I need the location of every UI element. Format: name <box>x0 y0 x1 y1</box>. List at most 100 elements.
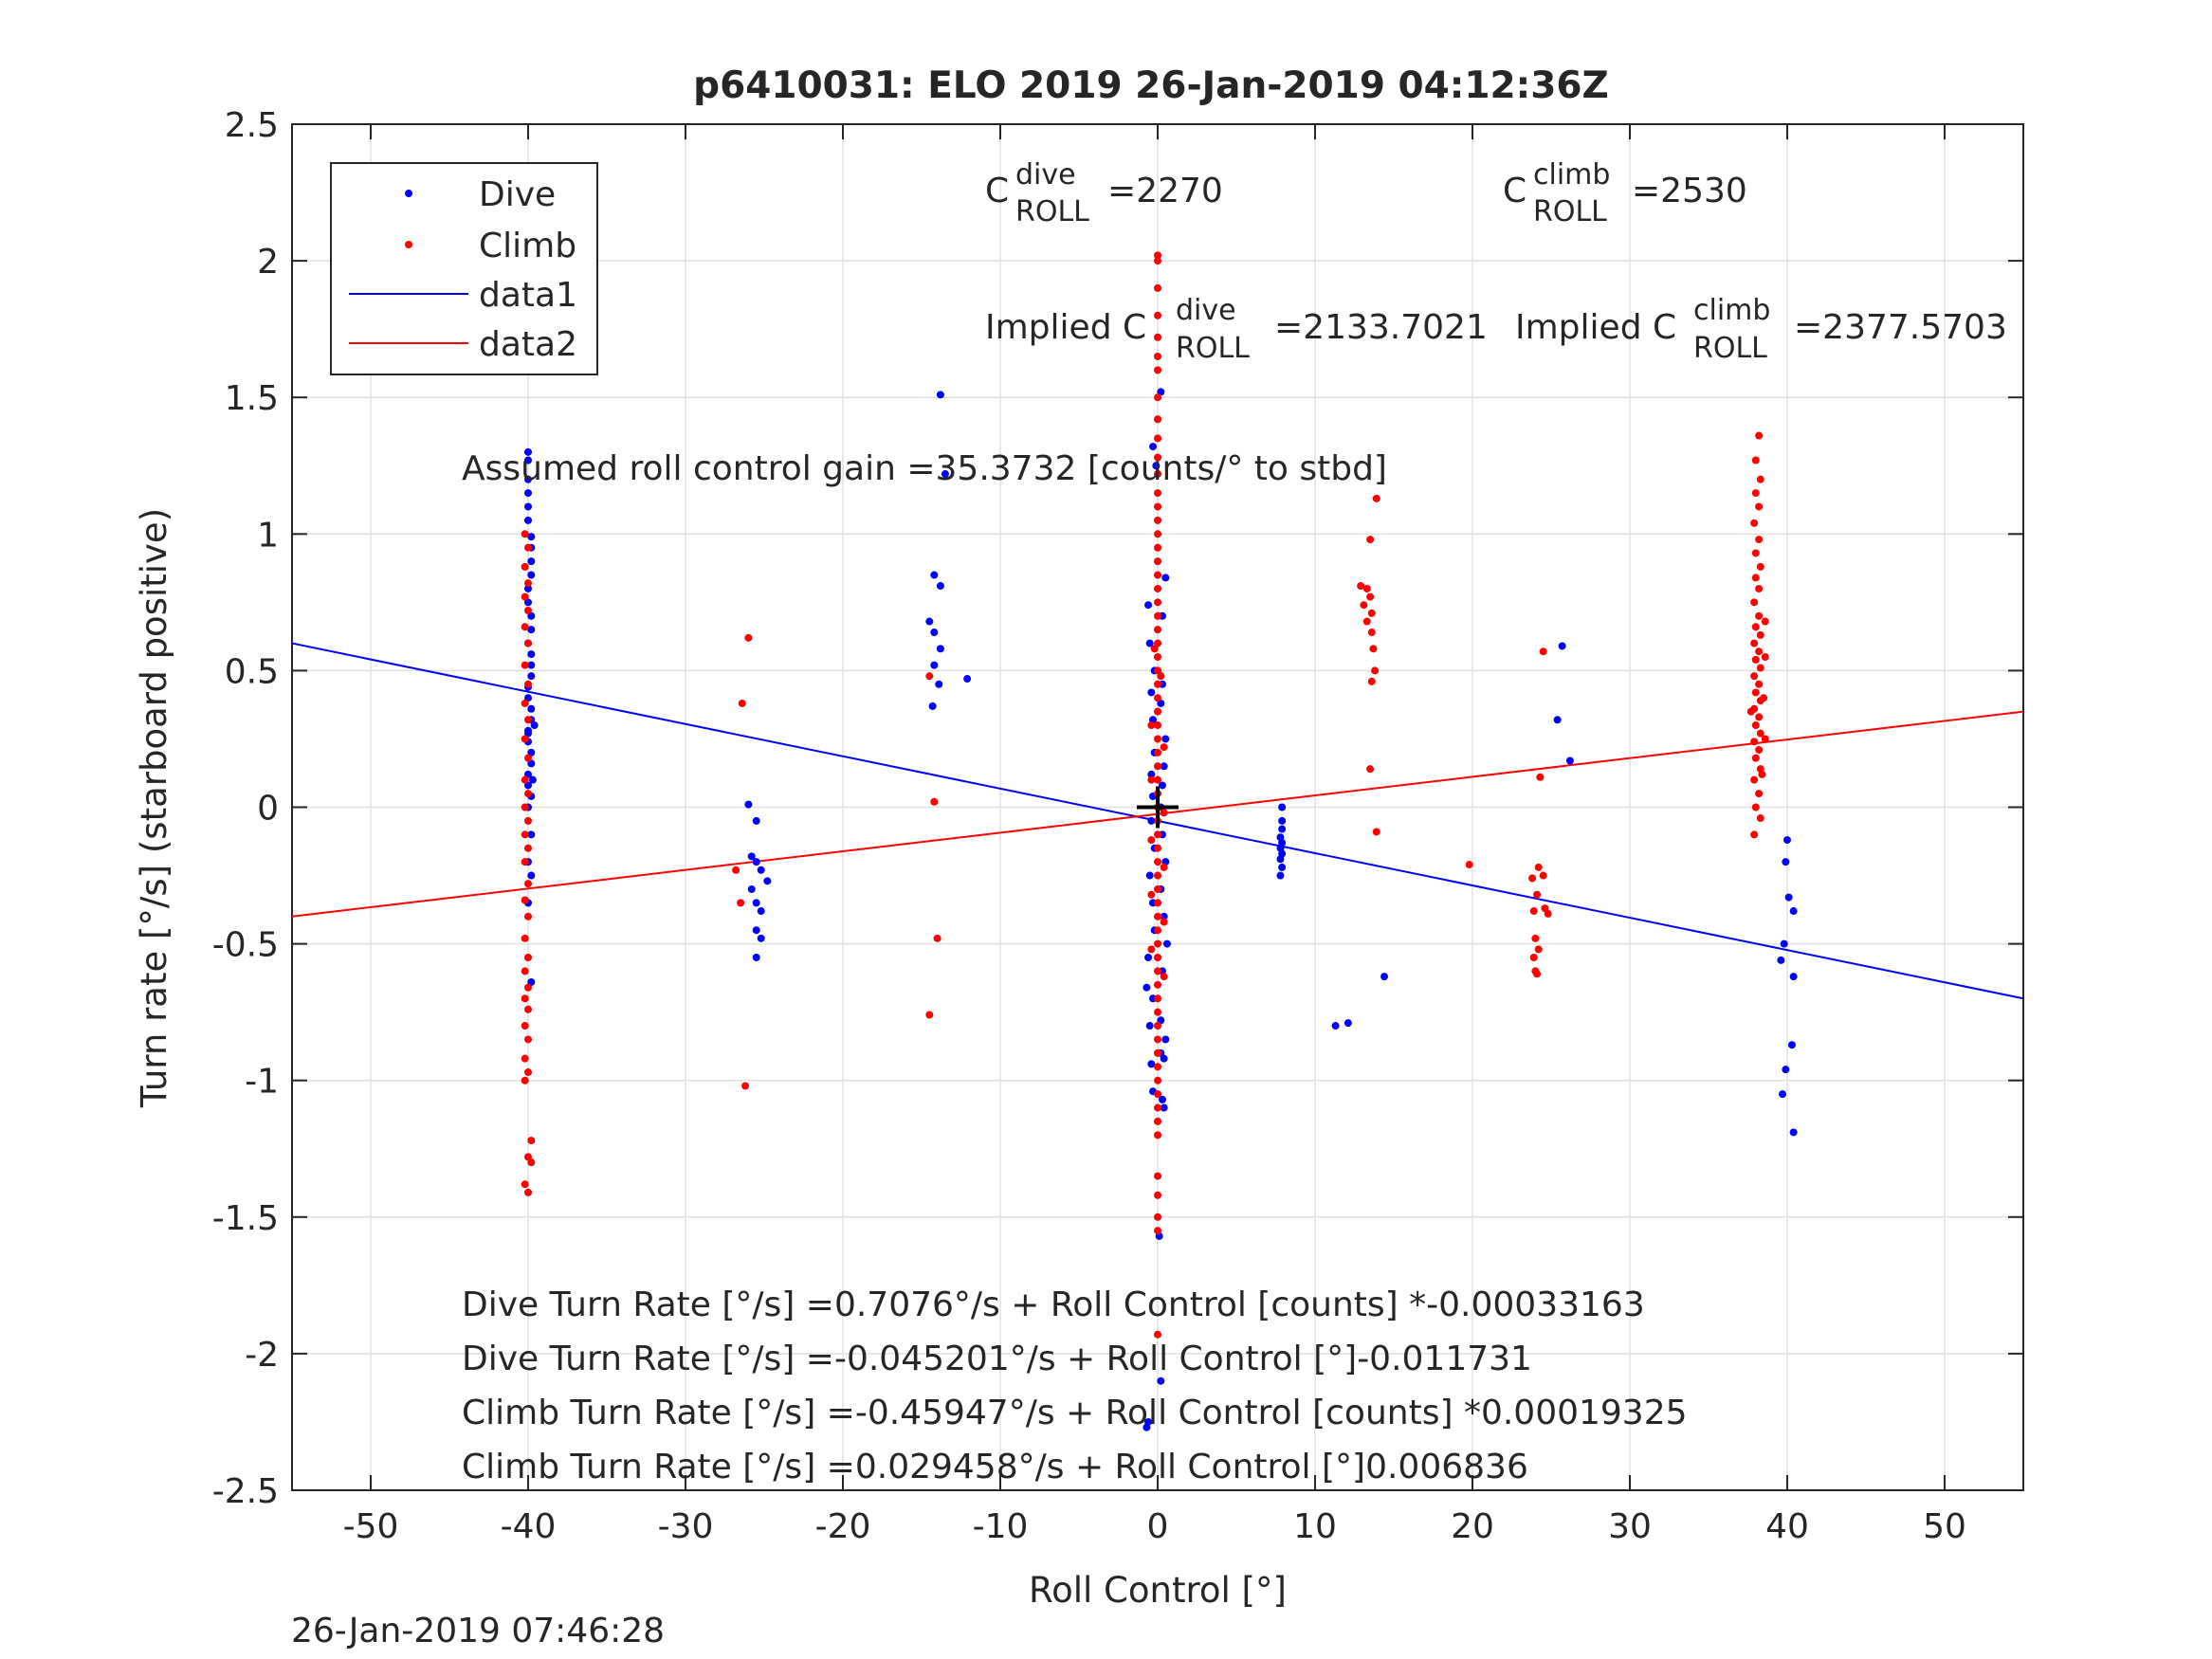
climb-point <box>1756 562 1764 571</box>
x-tick-label: 30 <box>1608 1507 1652 1546</box>
climb-point <box>1160 863 1168 871</box>
dive-point <box>1143 1423 1151 1431</box>
climb-point <box>1154 735 1161 743</box>
dive-point <box>1789 973 1798 981</box>
dive-point <box>1147 816 1156 825</box>
dive-point <box>524 456 532 465</box>
climb-point <box>1536 773 1545 781</box>
dive-point <box>527 871 536 880</box>
dive-point <box>757 866 765 874</box>
dive-point <box>524 584 532 592</box>
climb-point <box>1154 333 1161 341</box>
climb-point <box>1360 601 1368 610</box>
dive-point <box>1777 956 1785 964</box>
dive-point <box>1380 973 1389 981</box>
climb-point <box>1756 729 1764 738</box>
dive-point <box>747 884 756 893</box>
climb-point <box>1755 536 1764 544</box>
climb-point <box>1147 836 1156 845</box>
climb-point <box>1750 775 1759 784</box>
mean-cross-marker <box>1137 786 1179 829</box>
dive-point <box>1147 770 1156 778</box>
x-tick-label: -20 <box>815 1507 871 1546</box>
climb-point <box>1366 536 1375 544</box>
climb-point <box>1147 945 1156 954</box>
svg-text:dive: dive <box>1176 294 1236 327</box>
climb-point <box>1751 688 1760 697</box>
climb-point <box>1154 611 1161 620</box>
svg-text:Implied C: Implied C <box>985 308 1146 347</box>
climb-point <box>741 1082 750 1090</box>
climb-point <box>1529 954 1538 962</box>
x-tick-label: -30 <box>658 1507 714 1546</box>
dive-point <box>757 907 765 916</box>
climb-point <box>521 623 529 631</box>
climb-point <box>1539 647 1547 656</box>
dive-point <box>1144 601 1153 610</box>
climb-point <box>925 1011 934 1019</box>
climb-point <box>521 934 529 942</box>
y-tick-label: -2 <box>245 1336 279 1375</box>
dive-point <box>936 391 944 399</box>
climb-point <box>738 699 746 707</box>
climb-point <box>1160 809 1168 817</box>
climb-point <box>1756 475 1764 483</box>
climb-point <box>1528 874 1537 883</box>
c-dive-base: C <box>985 172 1009 210</box>
climb-point <box>1751 803 1760 811</box>
climb-point <box>1154 502 1161 511</box>
dive-point <box>1161 1035 1170 1044</box>
dive-point <box>1553 716 1562 724</box>
dive-point <box>524 475 532 483</box>
dive-point <box>1158 1095 1166 1103</box>
climb-point <box>1755 502 1764 511</box>
svg-text:ROLL: ROLL <box>1015 195 1089 228</box>
climb-point <box>732 866 740 874</box>
climb-point <box>521 994 529 1003</box>
climb-point <box>1154 516 1161 524</box>
climb-point <box>1760 694 1768 702</box>
climb-point <box>1154 899 1161 907</box>
climb-point <box>1150 645 1159 653</box>
climb-point <box>1154 415 1161 424</box>
climb-point <box>1761 617 1769 626</box>
climb-point <box>524 816 532 825</box>
x-tick-label: -40 <box>501 1507 557 1546</box>
dive-point <box>1789 907 1798 916</box>
dive-point <box>528 775 537 784</box>
climb-point <box>524 790 532 798</box>
climb-point <box>527 1137 536 1145</box>
climb-point <box>521 1054 529 1063</box>
x-tick-label: -50 <box>343 1507 399 1546</box>
y-tick-label: -1 <box>245 1063 279 1102</box>
climb-point <box>521 661 529 669</box>
climb-point <box>524 716 532 724</box>
c-climb-annotation: C climb ROLL =2530 <box>1503 158 1747 228</box>
y-tick-label: 1.5 <box>225 379 279 418</box>
climb-point <box>1755 790 1764 798</box>
legend-dive-label: Dive <box>479 175 556 214</box>
equation-dive-counts: Dive Turn Rate [°/s] =0.7076°/s + Roll C… <box>462 1285 1645 1324</box>
dive-point <box>1160 1103 1168 1112</box>
climb-point <box>524 844 532 852</box>
climb-point <box>737 899 745 907</box>
y-tick-label: -1.5 <box>212 1199 279 1238</box>
dive-point <box>930 571 939 579</box>
climb-point <box>521 803 529 811</box>
dive-point <box>757 934 765 942</box>
dive-point <box>1278 803 1287 811</box>
climb-point <box>1751 721 1760 730</box>
legend-climb-marker <box>405 241 412 248</box>
climb-point <box>521 896 529 904</box>
climb-point <box>1154 557 1161 566</box>
climb-point <box>524 606 532 614</box>
climb-point <box>1154 980 1161 989</box>
climb-point <box>1372 494 1380 502</box>
dive-point <box>527 672 536 681</box>
x-tick-label: -10 <box>973 1507 1029 1546</box>
climb-point <box>1154 257 1161 265</box>
climb-point <box>1362 617 1371 626</box>
dive-point <box>1161 735 1170 743</box>
climb-point <box>1154 1227 1161 1235</box>
dive-point <box>936 645 944 653</box>
